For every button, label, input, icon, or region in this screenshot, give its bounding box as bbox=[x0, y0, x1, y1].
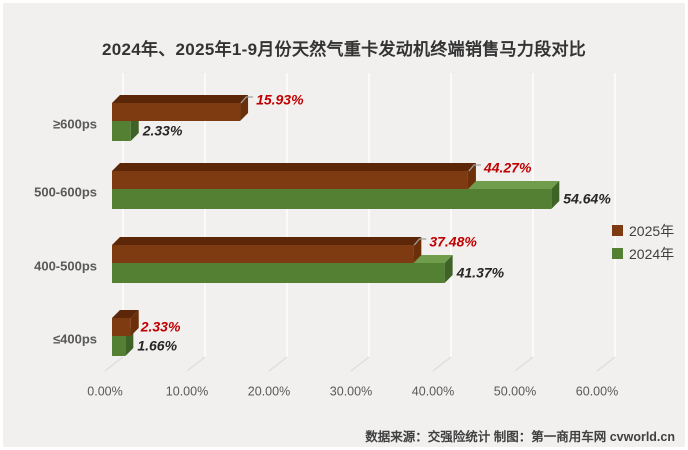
value-label-2025: 44.27% bbox=[483, 160, 532, 176]
x-tick-label: 20.00% bbox=[248, 385, 290, 399]
category-label: ≤400ps bbox=[53, 332, 97, 347]
gridline-floor-connector bbox=[104, 356, 124, 372]
legend-item-2025: 2025年 bbox=[612, 219, 674, 242]
value-label-2025: 37.48% bbox=[429, 234, 477, 250]
gridline-floor-connector bbox=[350, 356, 370, 372]
callout-leader-line bbox=[240, 96, 254, 104]
source-note: 数据来源：交强险统计 制图：第一商用车网 cvworld.cn bbox=[365, 430, 675, 444]
legend-swatch-2024-icon bbox=[612, 248, 623, 259]
category-label: 500-600ps bbox=[34, 185, 97, 200]
bar-2025-top-face bbox=[112, 95, 249, 103]
gridline-floor-connector bbox=[432, 356, 452, 372]
value-label-2025: 15.93% bbox=[256, 92, 304, 108]
bar-2025-top-face bbox=[112, 237, 422, 245]
gridline-floor-connector bbox=[514, 356, 534, 372]
bar-2025-top-face bbox=[112, 310, 139, 318]
legend-label-2024: 2024年 bbox=[629, 245, 675, 262]
value-label-2024: 41.37% bbox=[456, 265, 505, 281]
x-tick-label: 0.00% bbox=[87, 385, 122, 399]
gridline-floor-connector bbox=[186, 356, 206, 372]
bar-2024-end-face bbox=[444, 255, 453, 283]
legend-item-2024: 2024年 bbox=[612, 242, 674, 265]
bar-2024-front-face bbox=[112, 189, 552, 209]
bar-2024-end-face bbox=[551, 181, 560, 209]
gridline-floor-connector bbox=[596, 356, 616, 372]
legend-label-2025: 2025年 bbox=[629, 222, 675, 239]
legend-swatch-2025-icon bbox=[612, 225, 623, 236]
bar-2025-end-face bbox=[130, 310, 139, 336]
value-label-2025: 2.33% bbox=[140, 319, 181, 335]
legend: 2025年 2024年 bbox=[612, 219, 674, 265]
x-tick-label: 10.00% bbox=[166, 385, 208, 399]
bar-2025-front-face bbox=[112, 171, 468, 189]
value-label-2024: 54.64% bbox=[563, 191, 611, 207]
x-tick-label: 50.00% bbox=[494, 385, 536, 399]
bar-2024-front-face bbox=[112, 336, 126, 356]
x-tick-label: 60.00% bbox=[576, 385, 618, 399]
bar-2025-front-face bbox=[112, 245, 414, 263]
bar-2025-front-face bbox=[112, 318, 131, 336]
callout-leader-line bbox=[413, 238, 427, 246]
x-tick-label: 30.00% bbox=[330, 385, 372, 399]
callout-leader-line bbox=[468, 164, 481, 172]
value-label-2024: 1.66% bbox=[137, 338, 177, 354]
gridline-floor-connector bbox=[268, 356, 288, 372]
bar-2025-top-face bbox=[112, 163, 476, 171]
value-label-2024: 2.33% bbox=[142, 123, 183, 139]
bar-2024-front-face bbox=[112, 263, 445, 283]
bar-2025-front-face bbox=[112, 103, 241, 121]
category-label: ≥600ps bbox=[53, 117, 97, 132]
bar-2024-front-face bbox=[112, 121, 131, 141]
chart-title: 2024年、2025年1-9月份天然气重卡发动机终端销售马力段对比 bbox=[101, 40, 587, 59]
x-tick-label: 40.00% bbox=[412, 385, 454, 399]
category-label: 400-500ps bbox=[34, 259, 97, 274]
